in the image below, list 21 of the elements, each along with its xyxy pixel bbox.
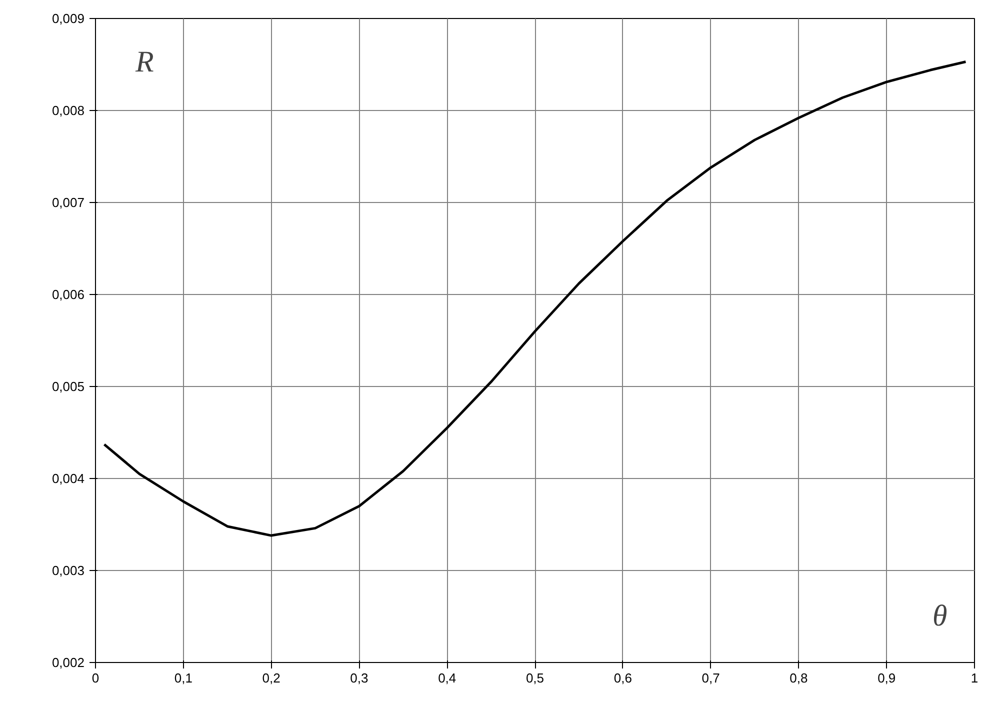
- y-tick-label: 0,007: [52, 195, 85, 210]
- x-tick-label: 0,3: [350, 670, 368, 686]
- x-tick-label: 0,8: [790, 670, 808, 686]
- x-tick-label: 0,2: [262, 670, 280, 686]
- y-tick-label: 0,003: [52, 563, 85, 578]
- x-tick-label: 0,9: [878, 670, 896, 686]
- y-tick-label: 0,006: [52, 287, 85, 302]
- x-tick-label: 0,4: [438, 670, 456, 686]
- y-tick-label: 0,009: [52, 11, 85, 26]
- x-tick-label: 0,1: [174, 670, 192, 686]
- y-tick-label: 0,004: [52, 471, 85, 486]
- x-tick-label: 0,6: [614, 670, 632, 686]
- y-tick-label: 0,002: [52, 655, 85, 670]
- x-tick-label: 0,7: [702, 670, 720, 686]
- y-tick-label: 0,005: [52, 379, 85, 394]
- x-axis-title: θ: [932, 600, 948, 632]
- y-axis-title: R: [134, 46, 154, 78]
- x-tick-label: 0,5: [526, 670, 544, 686]
- x-tick-label: 0: [92, 670, 100, 686]
- x-tick-label: 1: [970, 670, 978, 686]
- y-tick-label: 0,008: [52, 103, 85, 118]
